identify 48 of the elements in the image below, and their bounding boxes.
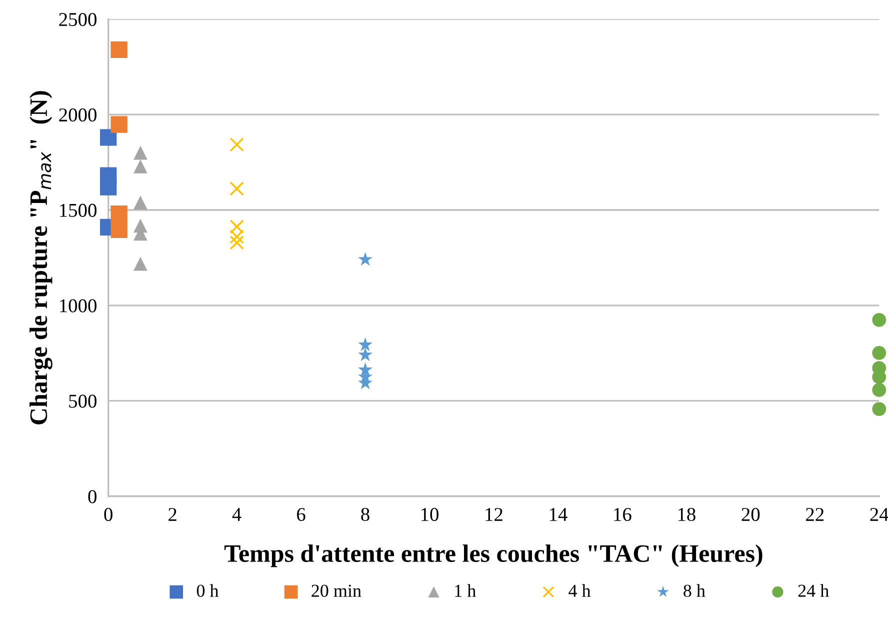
point: [230, 182, 244, 196]
x-tick-label: 12: [486, 508, 502, 521]
x-tick-label: 18: [678, 508, 696, 522]
y-axis-title: Charge de rupture "P$_{max}$" (N): [30, 91, 52, 424]
point: [134, 160, 148, 174]
x-axis-title: Temps d'attente entre les couches "TAC" (Heures): [224, 544, 762, 568]
point: [230, 220, 244, 234]
y-tick-label: 2000: [59, 108, 96, 122]
legend-label: 4 h: [568, 584, 591, 597]
point: [110, 221, 128, 238]
x-tick-label: 10: [421, 508, 438, 522]
point: [134, 146, 148, 160]
x-tick-label: 22: [806, 508, 824, 521]
x-tick-label: 0: [104, 508, 112, 522]
point: [872, 346, 886, 360]
y-tick-label: 1500: [60, 204, 96, 217]
legend-label: 0 h: [196, 584, 219, 597]
point: [358, 252, 373, 266]
point: [100, 178, 117, 196]
legend-label: 8 h: [684, 584, 706, 597]
x-tick-label: 14: [550, 508, 568, 521]
point: [110, 205, 128, 222]
point: [358, 347, 373, 362]
point: [230, 230, 244, 244]
y-tick-label: 2500: [59, 12, 96, 26]
y-tick-label: 500: [69, 394, 96, 408]
point: [872, 383, 886, 397]
point: [872, 312, 886, 327]
y-tick-label: 1000: [60, 299, 96, 312]
legend-label: 20 min: [312, 584, 362, 597]
legend-label: 24 h: [798, 584, 829, 597]
point: [110, 116, 128, 133]
point: [358, 337, 373, 352]
x-tick-label: 4: [232, 508, 242, 521]
point: [230, 236, 244, 250]
legend-label: 1 h: [455, 584, 476, 597]
point: [110, 41, 128, 58]
x-tick-label: 2: [168, 508, 176, 521]
x-tick-label: 16: [614, 508, 632, 522]
point: [134, 196, 148, 210]
y-tick-label: 0: [88, 490, 96, 504]
point: [230, 137, 244, 152]
point: [134, 256, 148, 271]
x-tick-label: 20: [742, 508, 760, 522]
point: [872, 402, 886, 416]
x-tick-label: 6: [297, 508, 306, 522]
x-tick-label: 8: [361, 508, 370, 522]
point: [100, 129, 117, 146]
